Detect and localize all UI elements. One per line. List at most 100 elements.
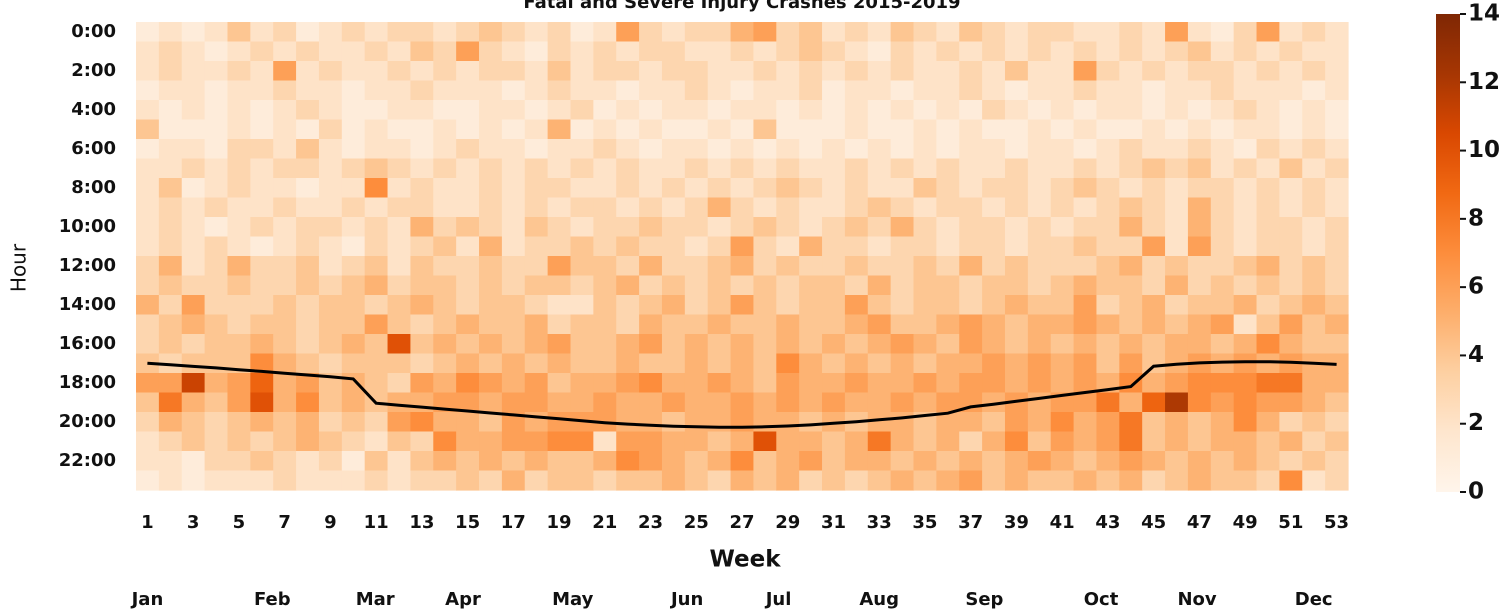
- x-tick-label: 9: [324, 512, 337, 533]
- heat-cell: [1210, 412, 1235, 433]
- heat-cell: [936, 197, 960, 218]
- heat-cell: [296, 431, 320, 452]
- heat-cell: [1119, 314, 1143, 335]
- heat-cell: [250, 275, 274, 296]
- heat-cell: [1325, 119, 1349, 140]
- heat-cell: [570, 256, 594, 277]
- heat-cell: [501, 80, 526, 101]
- x-tick-label: 7: [278, 512, 291, 533]
- heat-cell: [341, 119, 366, 140]
- heat-cell: [1210, 275, 1235, 296]
- heat-cell: [479, 41, 503, 62]
- heat-cell: [661, 412, 686, 433]
- heat-cell: [318, 80, 343, 101]
- heat-cell: [1256, 61, 1280, 82]
- heat-cell: [158, 256, 183, 277]
- heat-cell: [1233, 139, 1258, 160]
- heat-cell: [616, 314, 640, 335]
- heat-cell: [1142, 392, 1166, 413]
- heat-cell: [318, 61, 343, 82]
- heat-cell: [799, 119, 823, 140]
- heat-cell: [616, 470, 640, 491]
- heat-cell: [593, 197, 617, 218]
- heat-cell: [1142, 139, 1166, 160]
- heat-cell: [913, 119, 937, 140]
- heat-cell: [1279, 61, 1303, 82]
- heat-cell: [867, 275, 892, 296]
- heat-cell: [776, 178, 800, 199]
- heat-cell: [250, 451, 274, 472]
- heat-cell: [1187, 392, 1212, 413]
- heat-cell: [1142, 197, 1166, 218]
- heat-cell: [593, 314, 617, 335]
- heat-cell: [387, 119, 412, 140]
- heat-cell: [913, 139, 937, 160]
- heat-cell: [433, 451, 457, 472]
- y-tick-label: 2:00: [71, 60, 116, 81]
- heat-cell: [959, 314, 983, 335]
- heat-cell: [181, 139, 206, 160]
- heat-cell: [639, 61, 663, 82]
- heat-cell: [799, 41, 823, 62]
- heat-cell: [684, 197, 709, 218]
- heat-cell: [1210, 197, 1235, 218]
- heat-cell: [982, 217, 1006, 238]
- heat-cell: [570, 217, 594, 238]
- heat-cell: [1165, 451, 1189, 472]
- heat-cell: [479, 412, 503, 433]
- y-tick-label: 14:00: [59, 294, 116, 315]
- heat-cell: [822, 256, 846, 277]
- heat-cell: [1279, 139, 1303, 160]
- heat-cell: [844, 197, 869, 218]
- heat-cell: [318, 353, 343, 374]
- heat-cell: [1256, 373, 1280, 394]
- heat-cell: [433, 197, 457, 218]
- heat-cell: [822, 353, 846, 374]
- heat-cell: [707, 431, 732, 452]
- heat-cell: [982, 256, 1006, 277]
- month-label: Jul: [764, 589, 792, 610]
- heat-cell: [913, 451, 937, 472]
- heat-cell: [1233, 334, 1258, 355]
- heat-cell: [1233, 256, 1258, 277]
- heat-cell: [1325, 392, 1349, 413]
- heat-cell: [913, 314, 937, 335]
- heat-cell: [936, 314, 960, 335]
- heat-cell: [547, 236, 572, 257]
- heat-cell: [479, 158, 503, 179]
- heat-cell: [1233, 217, 1258, 238]
- heat-cell: [982, 334, 1006, 355]
- heat-cell: [570, 100, 594, 121]
- heat-cell: [616, 61, 640, 82]
- heat-cell: [1165, 431, 1189, 452]
- heat-cell: [364, 373, 389, 394]
- heat-cell: [1256, 451, 1280, 472]
- heat-cell: [1096, 451, 1120, 472]
- heat-cell: [433, 353, 457, 374]
- heat-cell: [1165, 334, 1189, 355]
- heat-cell: [181, 392, 206, 413]
- heat-cell: [250, 392, 274, 413]
- heat-cell: [273, 314, 297, 335]
- heat-cell: [982, 470, 1006, 491]
- heat-cell: [1325, 61, 1349, 82]
- heat-cell: [501, 22, 526, 43]
- heat-cell: [158, 295, 183, 316]
- heat-cell: [890, 275, 915, 296]
- heat-cell: [341, 256, 366, 277]
- heat-cell: [1050, 451, 1075, 472]
- heat-cell: [1302, 80, 1326, 101]
- heat-cell: [1210, 373, 1235, 394]
- heat-cell: [730, 139, 755, 160]
- x-axis-label: Week: [709, 547, 781, 573]
- heat-cell: [776, 373, 800, 394]
- heat-cell: [433, 22, 457, 43]
- heat-cell: [1073, 295, 1098, 316]
- heat-cell: [524, 431, 549, 452]
- heat-cell: [616, 412, 640, 433]
- heat-cell: [456, 470, 480, 491]
- heat-cell: [593, 236, 617, 257]
- heat-cell: [684, 236, 709, 257]
- heat-cell: [1119, 256, 1143, 277]
- heat-cell: [387, 275, 412, 296]
